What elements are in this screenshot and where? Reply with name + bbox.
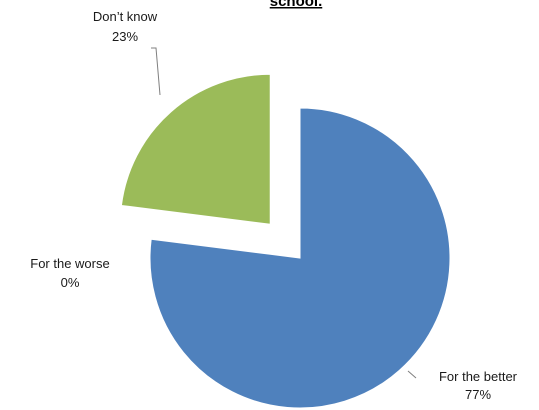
slice-value-label: 0% xyxy=(61,275,80,290)
slice-label: Don’t know xyxy=(93,9,158,24)
pie-slice-don-t-know xyxy=(120,73,271,225)
slice-label: For the worse xyxy=(30,256,109,271)
pie-slice-for-the-better xyxy=(149,107,451,409)
leader-line xyxy=(151,47,161,96)
slice-value-label: 77% xyxy=(465,387,491,402)
leader-line xyxy=(407,370,417,379)
leader-lines xyxy=(151,47,417,379)
slice-labels: For the better 77% For the worse 0% Don’t kn… xyxy=(30,9,517,402)
slice-value-label: 23% xyxy=(112,29,138,44)
chart-title: school. xyxy=(270,0,323,10)
pie-slices xyxy=(120,73,451,409)
slice-label: For the better xyxy=(439,369,518,384)
